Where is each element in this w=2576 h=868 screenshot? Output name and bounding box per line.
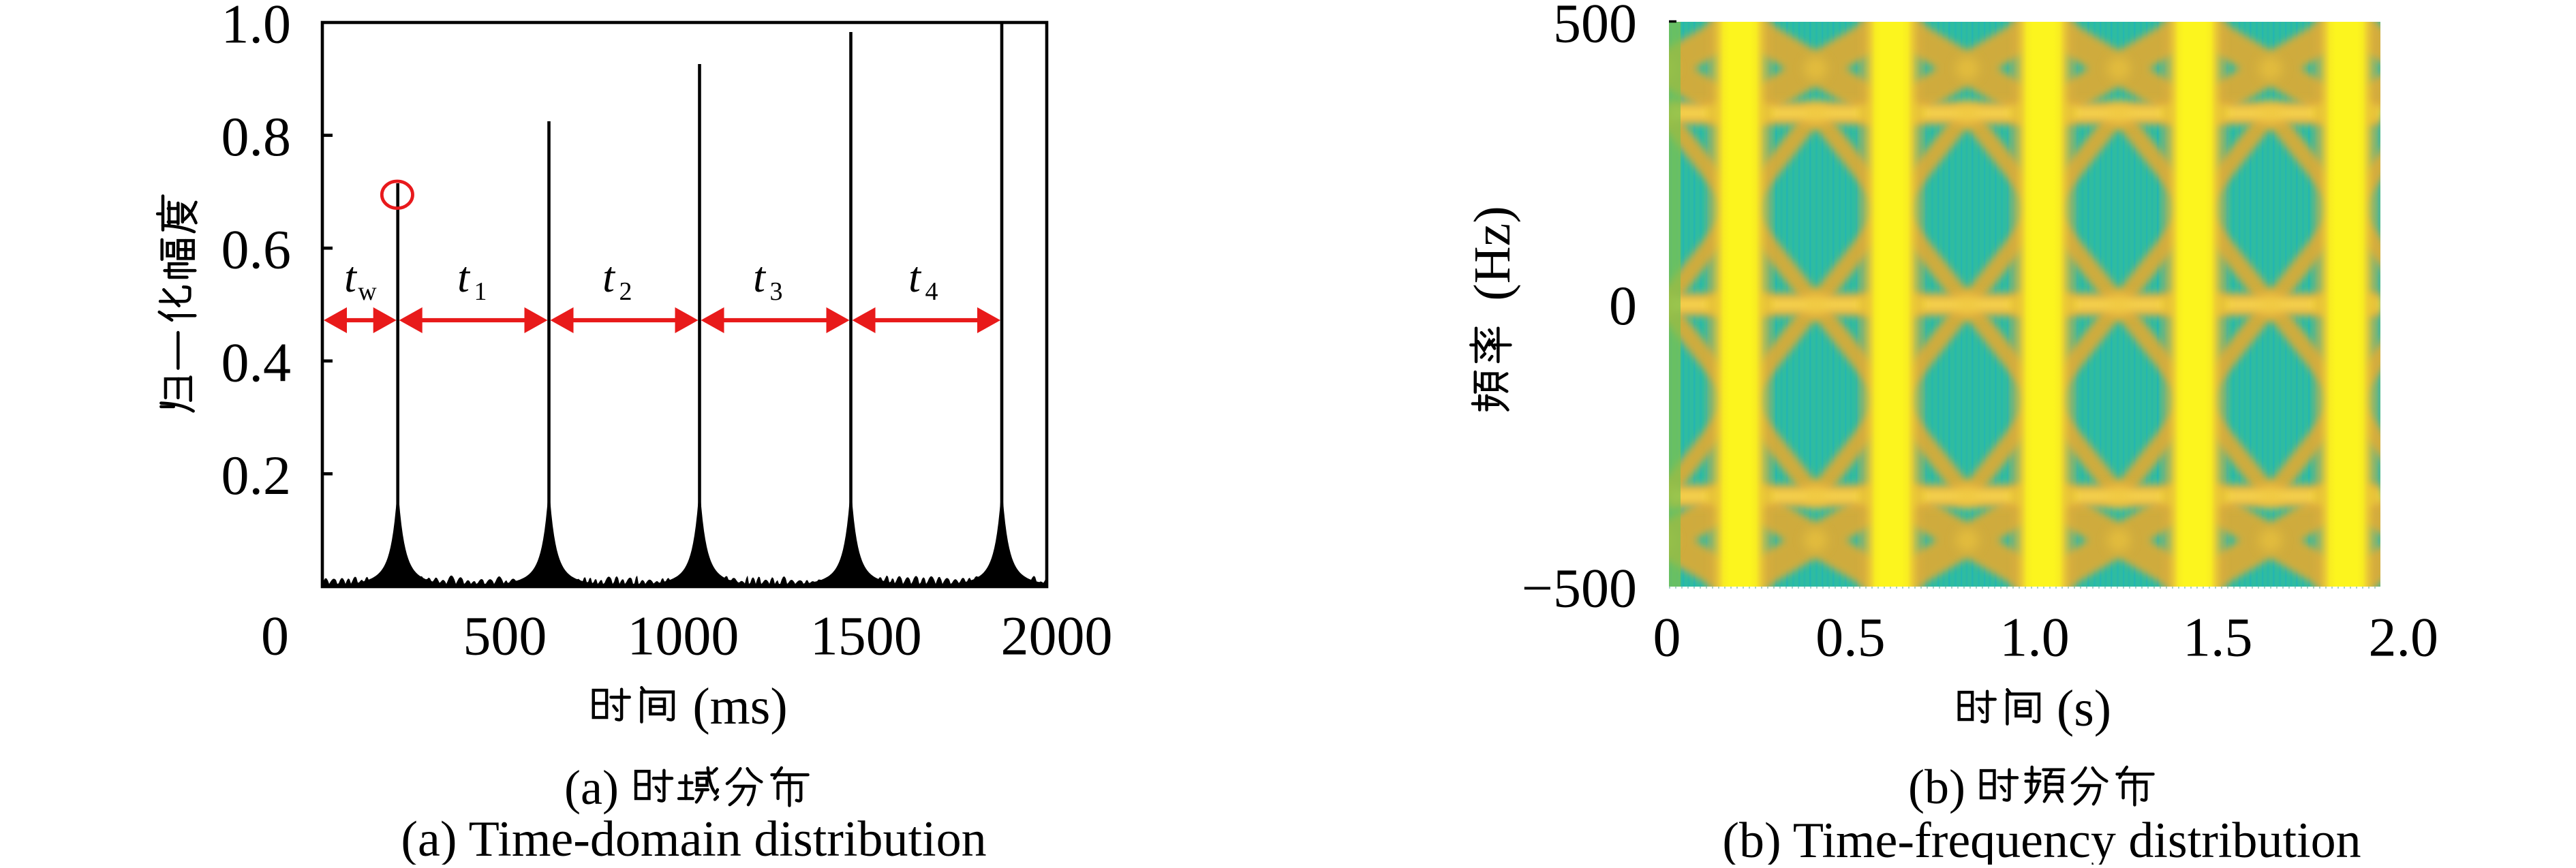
svg-text:0: 0: [261, 605, 289, 667]
svg-text:2000: 2000: [1001, 605, 1113, 667]
svg-text:1.0: 1.0: [1999, 606, 2070, 668]
svg-text:500: 500: [463, 605, 547, 667]
svg-text:500: 500: [1553, 0, 1637, 55]
svg-text:0.4: 0.4: [221, 331, 292, 393]
svg-text:0: 0: [1609, 275, 1637, 337]
svg-text:2: 2: [619, 277, 632, 306]
svg-text:t: t: [753, 253, 767, 301]
svg-text:1500: 1500: [810, 605, 922, 667]
svg-text:(b): (b): [1908, 760, 1965, 814]
svg-text:2.0: 2.0: [2368, 606, 2438, 668]
svg-text:t: t: [908, 253, 922, 301]
svg-text:w: w: [358, 277, 377, 306]
svg-text:(Hz): (Hz): [1464, 206, 1521, 300]
svg-text:t: t: [602, 253, 616, 301]
svg-text:1.0: 1.0: [221, 0, 292, 55]
svg-text:0.5: 0.5: [1815, 606, 1886, 668]
svg-text:(s): (s): [2057, 680, 2111, 737]
svg-text:1000: 1000: [627, 605, 739, 667]
svg-text:(ms): (ms): [692, 678, 787, 735]
svg-text:3: 3: [770, 277, 783, 306]
svg-text:0.6: 0.6: [221, 219, 292, 281]
svg-text:(a) Time-domain distribution: (a) Time-domain distribution: [401, 811, 986, 865]
svg-text:4: 4: [925, 277, 938, 306]
svg-text:0.8: 0.8: [221, 106, 292, 168]
svg-text:(a): (a): [564, 760, 619, 815]
svg-text:0: 0: [1653, 606, 1681, 668]
svg-text:t: t: [344, 253, 358, 301]
svg-text:−500: −500: [1522, 557, 1637, 619]
svg-text:1.5: 1.5: [2183, 606, 2253, 668]
svg-text:(b) Time-frequency distributio: (b) Time-frequency distribution: [1722, 813, 2361, 865]
svg-text:0.2: 0.2: [221, 444, 292, 506]
svg-text:t: t: [457, 253, 471, 301]
svg-text:1: 1: [474, 277, 487, 306]
